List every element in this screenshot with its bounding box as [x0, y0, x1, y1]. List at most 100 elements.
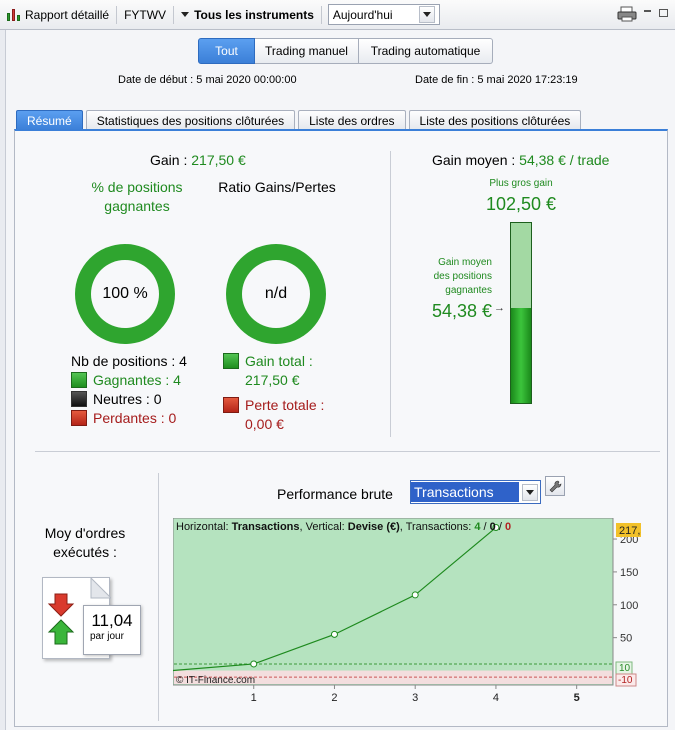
mode-all-button[interactable]: Tout	[198, 38, 255, 64]
last-value-badge: 217,5	[619, 525, 641, 537]
gain-value: 217,50 €	[191, 152, 246, 168]
y-tick-label: 150	[620, 567, 638, 579]
section-divider	[158, 473, 159, 721]
report-tabs: Résumé Statistiques des positions clôtur…	[16, 110, 584, 130]
loss-total: Perte totale :	[223, 396, 324, 415]
tab-closed-stats[interactable]: Statistiques des positions clôturées	[85, 110, 296, 130]
summary-content: Gain : 217,50 € % de positions gagnantes…	[14, 129, 668, 727]
legend-v-value: Devise (€)	[348, 521, 400, 533]
mode-auto-button[interactable]: Trading automatique	[359, 38, 493, 64]
end-date: Date de fin : 5 mai 2020 17:23:19	[415, 74, 578, 86]
gain-label: Gain :	[150, 152, 192, 168]
account-label[interactable]: FYTWV	[124, 7, 167, 22]
performance-selector-value: Transactions	[411, 482, 519, 502]
print-icon[interactable]	[617, 6, 637, 22]
win-pct-title: % de positions gagnantes	[91, 179, 183, 214]
green-square-icon	[223, 353, 239, 369]
orders-title: Moy d'ordres exécutés :	[44, 525, 126, 560]
y-tick-label: 50	[620, 633, 632, 645]
section-divider	[390, 151, 391, 437]
wrench-icon[interactable]	[545, 476, 565, 496]
performance-title: Performance brute	[277, 486, 393, 502]
data-point	[492, 524, 500, 532]
winners-label: Gagnantes : 4	[93, 372, 181, 388]
legend-v-label: , Vertical:	[300, 521, 348, 533]
toolbar-divider	[116, 5, 118, 24]
y-axis: 200 150 100 50	[613, 534, 638, 645]
data-point	[250, 660, 258, 668]
chart-legend: Horizontal: Transactions, Vertical: Devi…	[176, 521, 511, 533]
negative-line-label-bg	[615, 673, 637, 687]
x-tick-label: 2	[331, 692, 337, 702]
legend-loss-count: 0	[505, 521, 511, 533]
tab-orders[interactable]: Liste des ordres	[298, 110, 406, 130]
toolbar-divider	[320, 5, 322, 24]
gain-total-value: 217,50 €	[245, 372, 300, 388]
ratio-value: n/d	[242, 260, 310, 328]
data-point	[411, 591, 419, 599]
neutral-row: Neutres : 0	[71, 390, 187, 409]
avg-gain-bar	[510, 222, 532, 404]
max-gain-value: 102,50 €	[485, 194, 557, 214]
legend-t-label: , Transactions:	[400, 521, 475, 533]
nb-positions: Nb de positions : 4	[71, 353, 187, 369]
legend-h-value: Transactions	[232, 521, 300, 533]
instruments-dropdown[interactable]: Tous les instruments	[177, 4, 318, 26]
data-point	[330, 630, 338, 638]
period-value: Aujourd'hui	[332, 7, 393, 22]
legend-h-label: Horizontal:	[176, 521, 232, 533]
toolbar-divider	[173, 5, 175, 24]
dropdown-arrow-icon[interactable]	[522, 483, 538, 501]
winners-row: Gagnantes : 4	[71, 371, 187, 390]
report-button[interactable]: Rapport détaillé	[3, 4, 113, 26]
positive-line-label: 10	[619, 663, 631, 674]
maximize-icon[interactable]	[659, 9, 668, 17]
black-square-icon	[71, 391, 87, 407]
tab-summary[interactable]: Résumé	[16, 110, 83, 130]
gain-heading: Gain : 217,50 €	[150, 152, 246, 168]
chart-negative-area	[174, 670, 612, 684]
report-panel: Tout Trading manuel Trading automatique …	[5, 30, 675, 730]
instruments-label: Tous les instruments	[194, 7, 314, 22]
totals: Gain total : 217,50 € Perte totale : 0,0…	[223, 352, 324, 434]
avg-gain-value: 54,38 € / trade	[519, 152, 610, 168]
performance-selector[interactable]: Transactions	[410, 480, 541, 504]
win-pct-gauge: 100 %	[75, 244, 175, 344]
minimize-icon[interactable]	[644, 10, 651, 12]
legend-separator: /	[496, 521, 505, 533]
avg-gain-label: Gain moyen :	[432, 152, 520, 168]
performance-series-points	[250, 524, 500, 668]
x-tick-label: 1	[251, 692, 257, 702]
ratio-gauge: n/d	[226, 244, 326, 344]
arrow-right-icon: →	[494, 302, 505, 314]
last-value-badge-bg	[616, 523, 648, 537]
negative-line-label: -10	[618, 675, 633, 686]
period-select[interactable]: Aujourd'hui	[327, 4, 440, 25]
left-edge	[0, 30, 5, 730]
x-tick-label: 4	[493, 692, 499, 702]
avg-win-label: Gain moyen des positions gagnantes	[433, 257, 492, 296]
tab-closed-positions[interactable]: Liste des positions clôturées	[408, 110, 582, 130]
positions-list: Nb de positions : 4 Gagnantes : 4 Neutre…	[71, 352, 187, 428]
mode-manual-button[interactable]: Trading manuel	[255, 38, 359, 64]
gain-total: Gain total :	[223, 352, 324, 371]
avg-win-value: 54,38 €	[431, 301, 492, 321]
legend-separator: /	[481, 521, 490, 533]
dropdown-arrow-icon[interactable]	[418, 6, 435, 23]
orders-unit: par jour	[90, 631, 124, 642]
x-tick-label: 3	[412, 692, 418, 702]
ratio-title: Ratio Gains/Pertes	[218, 179, 336, 195]
x-axis: 1 2 3 4 5	[251, 685, 580, 704]
top-toolbar: Rapport détaillé FYTWV Tous les instrume…	[0, 0, 675, 30]
section-divider	[35, 451, 660, 452]
loss-total-value: 0,00 €	[245, 416, 284, 432]
report-label: Rapport détaillé	[25, 7, 110, 22]
losers-label: Perdantes : 0	[93, 410, 177, 426]
y-tick-label: 200	[620, 534, 638, 546]
y-tick-label: 100	[620, 600, 638, 612]
legend-neutral-count: 0	[490, 521, 496, 533]
avg-gain-bar-fill	[511, 307, 531, 403]
avg-gain-heading: Gain moyen : 54,38 € / trade	[432, 152, 609, 168]
x-tick-label: 5	[574, 692, 580, 702]
